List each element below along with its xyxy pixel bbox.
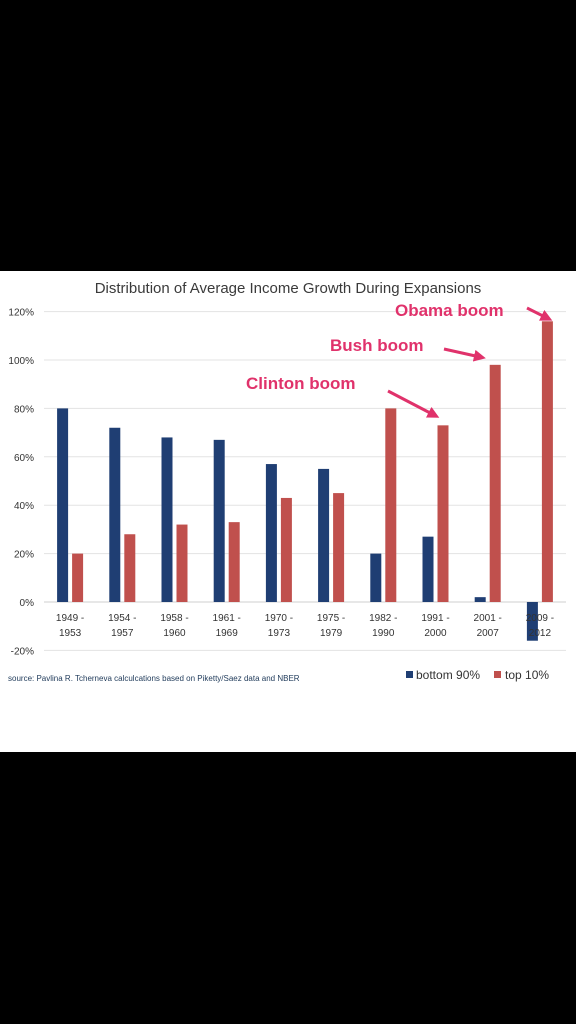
bar-top-10 — [437, 425, 449, 602]
x-tick-label: 2007 — [477, 628, 500, 639]
y-axis-ticks: -20% 0% 20% 40% 60% 80% 100% 120% — [8, 308, 34, 658]
x-tick-label: 1979 — [320, 628, 343, 639]
y-tick-label: 100% — [8, 356, 34, 367]
x-tick-label: 2001 - — [474, 613, 502, 624]
x-axis-ticks: 1949 - 1953 1954 - 1957 1958 - 1960 1961 - 1969… — [56, 613, 554, 639]
y-tick-label: 120% — [8, 308, 34, 319]
bar-bottom-90 — [422, 536, 434, 602]
bar-top-10 — [280, 497, 292, 602]
y-tick-label: 80% — [14, 404, 34, 415]
x-tick-label: 2009 - — [526, 613, 554, 624]
y-tick-label: 60% — [14, 453, 34, 464]
bar-bottom-90 — [526, 602, 538, 641]
annotation-arrow-clinton — [387, 389, 440, 418]
bar-chart: Distribution of Average Income Growth Du… — [8, 280, 566, 683]
x-tick-label: 1960 — [163, 628, 186, 639]
x-tick-label: 1991 - — [421, 613, 449, 624]
bar-bottom-90 — [474, 597, 486, 602]
bar-top-10 — [176, 524, 188, 602]
x-tick-label: 1975 - — [317, 613, 345, 624]
bar-top-10 — [385, 408, 397, 602]
x-tick-label: 1990 — [372, 628, 395, 639]
bar-bottom-90 — [109, 427, 121, 602]
x-tick-label: 1958 - — [160, 613, 188, 624]
x-tick-label: 1957 — [111, 628, 134, 639]
chart-panel: Distribution of Average Income Growth Du… — [0, 271, 576, 752]
legend: bottom 90% top 10% — [406, 668, 549, 682]
x-tick-label: 1954 - — [108, 613, 136, 624]
bar-top-10 — [124, 534, 136, 602]
x-tick-label: 2000 — [424, 628, 447, 639]
bar-bottom-90 — [161, 437, 173, 602]
legend-swatch-top-10 — [494, 671, 501, 678]
bar-bottom-90 — [57, 408, 69, 602]
x-tick-label: 1969 — [216, 628, 239, 639]
bar-top-10 — [228, 522, 240, 602]
y-tick-label: -20% — [11, 646, 34, 657]
x-tick-label: 1953 — [59, 628, 82, 639]
x-tick-label: 2012 — [529, 628, 552, 639]
x-tick-label: 1949 - — [56, 613, 84, 624]
y-tick-label: 0% — [20, 598, 35, 609]
bars — [57, 321, 553, 641]
bar-bottom-90 — [213, 439, 225, 602]
legend-label-bottom-90: bottom 90% — [416, 668, 480, 682]
bar-top-10 — [541, 321, 553, 602]
annotation-arrow-bush — [443, 347, 486, 362]
y-tick-label: 40% — [14, 501, 34, 512]
x-tick-label: 1973 — [268, 628, 291, 639]
annotation-bush-boom: Bush boom — [330, 336, 424, 355]
source-note: source: Pavlina R. Tcherneva calculcatio… — [8, 674, 300, 683]
x-tick-label: 1982 - — [369, 613, 397, 624]
legend-swatch-bottom-90 — [406, 671, 413, 678]
bar-top-10 — [333, 493, 345, 602]
bar-top-10 — [489, 364, 501, 602]
chart-title: Distribution of Average Income Growth Du… — [95, 280, 482, 297]
annotation-arrow-obama — [526, 306, 553, 321]
x-tick-label: 1961 - — [213, 613, 241, 624]
gridlines — [44, 311, 566, 651]
annotation-clinton-boom: Clinton boom — [246, 374, 356, 393]
bar-bottom-90 — [318, 468, 330, 602]
y-tick-label: 20% — [14, 550, 34, 561]
bar-bottom-90 — [370, 553, 382, 602]
bar-bottom-90 — [265, 464, 277, 602]
legend-label-top-10: top 10% — [505, 668, 549, 682]
annotations: Obama boom Bush boom Clinton boom — [246, 301, 553, 418]
bar-top-10 — [72, 553, 84, 602]
x-tick-label: 1970 - — [265, 613, 293, 624]
annotation-obama-boom: Obama boom — [395, 301, 504, 320]
